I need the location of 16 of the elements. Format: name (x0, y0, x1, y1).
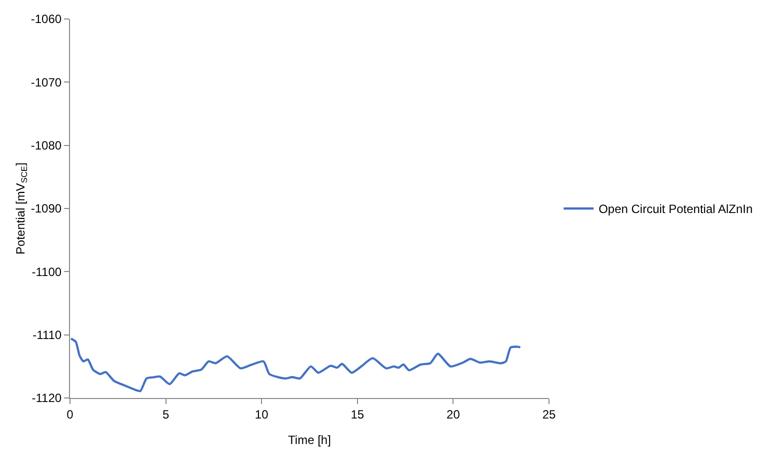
y-tick-label: -1080 (30, 138, 62, 153)
legend-label: Open Circuit Potential AlZnIn (598, 202, 753, 216)
line-series (70, 338, 522, 392)
x-tick-label: 5 (162, 407, 170, 422)
y-tick-label: -1120 (32, 391, 62, 406)
x-tick-label: 0 (66, 407, 74, 422)
x-axis-title: Time [h] (288, 433, 331, 447)
x-tick-label: 10 (254, 407, 269, 422)
y-tick-label: -1110 (32, 328, 62, 342)
x-tick-label: 20 (446, 407, 460, 422)
x-tick-label: 15 (350, 407, 364, 422)
y-tick-label: -1070 (30, 75, 62, 90)
y-tick-label: -1060 (30, 12, 62, 26)
y-tick-label: -1090 (30, 202, 62, 216)
y-tick-label: -1100 (32, 264, 62, 279)
x-tick-label: 25 (542, 407, 556, 422)
